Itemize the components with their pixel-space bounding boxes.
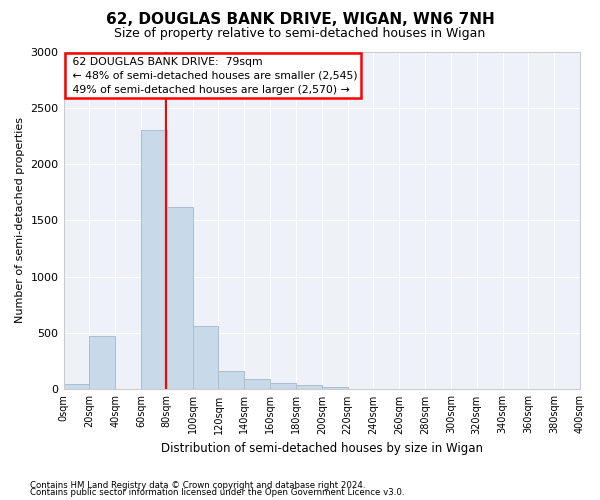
Bar [193, 326, 218, 390]
Bar [322, 387, 347, 390]
Text: 62, DOUGLAS BANK DRIVE, WIGAN, WN6 7NH: 62, DOUGLAS BANK DRIVE, WIGAN, WN6 7NH [106, 12, 494, 28]
Bar [89, 336, 115, 390]
Bar [167, 207, 193, 390]
Bar [270, 382, 296, 390]
Text: 62 DOUGLAS BANK DRIVE:  79sqm
 ← 48% of semi-detached houses are smaller (2,545): 62 DOUGLAS BANK DRIVE: 79sqm ← 48% of se… [69, 56, 358, 94]
Bar [347, 388, 373, 390]
X-axis label: Distribution of semi-detached houses by size in Wigan: Distribution of semi-detached houses by … [161, 442, 483, 455]
Bar [373, 389, 399, 390]
Y-axis label: Number of semi-detached properties: Number of semi-detached properties [15, 118, 25, 324]
Text: Contains HM Land Registry data © Crown copyright and database right 2024.: Contains HM Land Registry data © Crown c… [30, 480, 365, 490]
Bar [218, 372, 244, 390]
Bar [296, 385, 322, 390]
Text: Size of property relative to semi-detached houses in Wigan: Size of property relative to semi-detach… [115, 28, 485, 40]
Bar [64, 384, 89, 390]
Text: Contains public sector information licensed under the Open Government Licence v3: Contains public sector information licen… [30, 488, 404, 497]
Bar [141, 130, 167, 390]
Bar [244, 380, 270, 390]
